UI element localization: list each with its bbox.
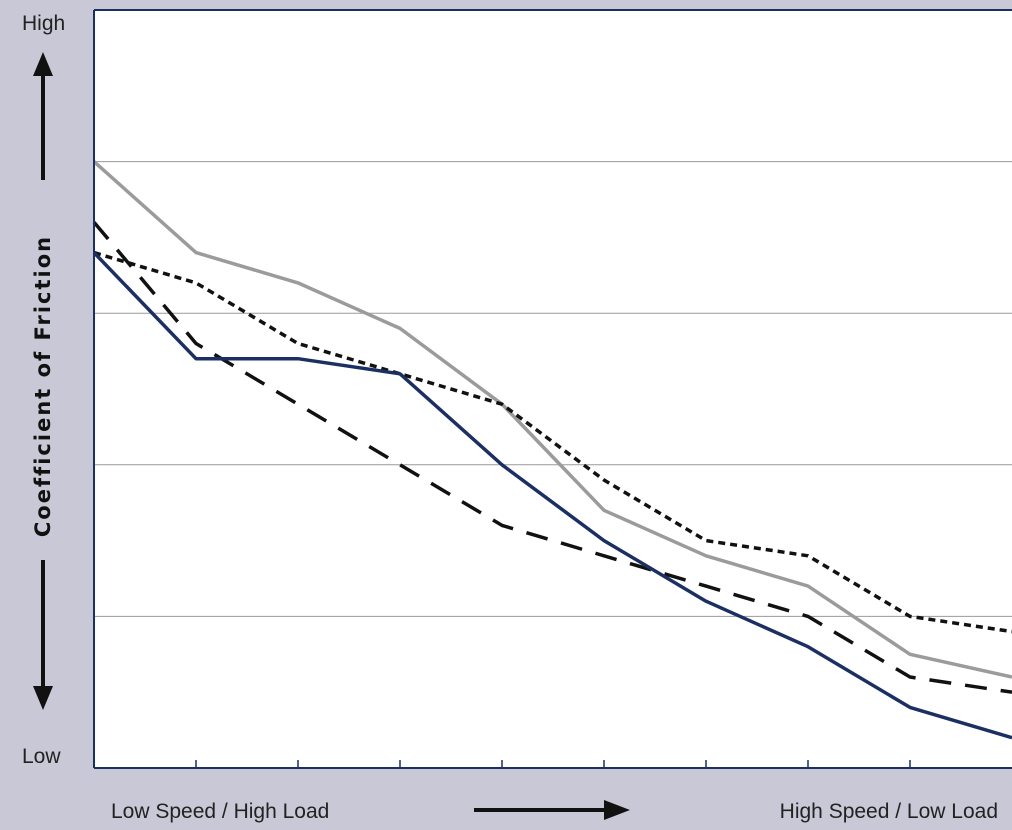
series-line-dashed-black (92, 221, 1012, 694)
gridlines (94, 161, 1012, 617)
series-line-dotted-black (93, 250, 1012, 634)
x-ticks (195, 760, 911, 768)
x-left-label: Low Speed / High Load (111, 800, 329, 823)
y-low-label: Low (22, 745, 61, 768)
series-line-solid-navy (92, 251, 1012, 740)
series-line-solid-gray (92, 160, 1012, 679)
right-arrow-icon (474, 800, 630, 820)
y-high-label: High (22, 12, 65, 35)
up-arrow-icon (33, 52, 53, 180)
series-lines (92, 160, 1012, 740)
x-right-label: High Speed / Low Load (780, 800, 998, 823)
down-arrow-icon (33, 560, 53, 710)
plot-area (94, 10, 1012, 768)
y-axis-title: Coefficient of Friction (31, 235, 55, 537)
